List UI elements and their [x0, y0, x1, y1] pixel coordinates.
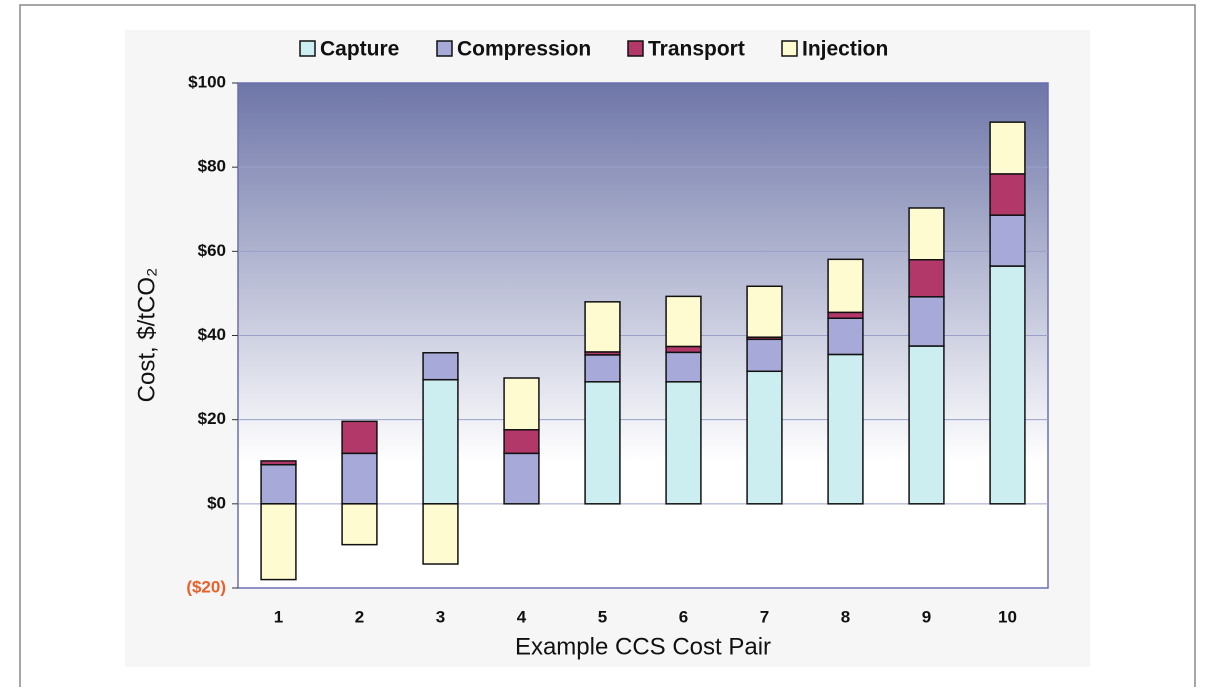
x-tick-label: 7 [760, 607, 769, 626]
bar-segment [827, 258, 864, 314]
bar-segment [341, 452, 378, 505]
y-tick-label: $20 [198, 409, 226, 428]
x-tick-label: 8 [841, 607, 850, 626]
legend-swatch [436, 40, 453, 57]
legend-label: Transport [648, 38, 745, 61]
legend-label: Capture [320, 38, 399, 61]
legend-label: Compression [457, 38, 591, 61]
bar-segment [665, 295, 702, 348]
bar-segment [827, 353, 864, 505]
bar-segment [503, 377, 540, 431]
x-tick-label: 1 [274, 607, 283, 626]
y-tick-label: $40 [198, 325, 226, 344]
bar-segment [665, 381, 702, 505]
bar-segment [908, 296, 945, 347]
bar-segment [260, 503, 297, 581]
bar-segment [746, 370, 783, 505]
y-tick-label: $80 [198, 157, 226, 176]
y-tick-label: $100 [188, 72, 226, 91]
x-tick-label: 6 [679, 607, 688, 626]
bar-segment [341, 420, 378, 455]
bar-segment [989, 265, 1026, 505]
x-tick-label: 5 [598, 607, 607, 626]
bar-segment [503, 429, 540, 455]
legend-swatch [299, 40, 316, 57]
y-axis-label: Cost, $/tCO₂ [133, 268, 160, 403]
bar-segment [908, 345, 945, 505]
x-tick-label: 9 [922, 607, 931, 626]
x-tick-label: 3 [436, 607, 445, 626]
x-axis-label: Example CCS Cost Pair [515, 633, 771, 660]
bar-segment [908, 207, 945, 261]
bar-segment [422, 503, 459, 565]
x-tick-label: 2 [355, 607, 364, 626]
legend-swatch [781, 40, 798, 57]
y-tick-label: $0 [207, 493, 226, 512]
bar-segment [827, 317, 864, 356]
bar-segment [341, 503, 378, 546]
bar-segment [908, 259, 945, 298]
bar-segment [989, 214, 1026, 267]
legend-label: Injection [802, 38, 888, 61]
y-tick-label: $60 [198, 241, 226, 260]
frame [19, 4, 1196, 687]
bar-segment [260, 460, 297, 466]
bar-segment [584, 381, 621, 505]
bar-segment [503, 452, 540, 505]
bar-segment [746, 338, 783, 373]
bar-segment [584, 301, 621, 353]
bar-segment [989, 173, 1026, 216]
x-tick-label: 10 [998, 607, 1017, 626]
legend-swatch [627, 40, 644, 57]
bar-segment [584, 354, 621, 383]
y-tick-label: ($20) [186, 577, 226, 596]
x-tick-label: 4 [517, 607, 527, 626]
bar-segment [746, 285, 783, 338]
bar-segment [989, 121, 1026, 175]
bar-segment [665, 351, 702, 383]
bar-segment [422, 378, 459, 505]
bar-segment [422, 352, 459, 381]
bar-segment [665, 345, 702, 354]
bar-segment [827, 311, 864, 319]
bar-segment [260, 463, 297, 505]
